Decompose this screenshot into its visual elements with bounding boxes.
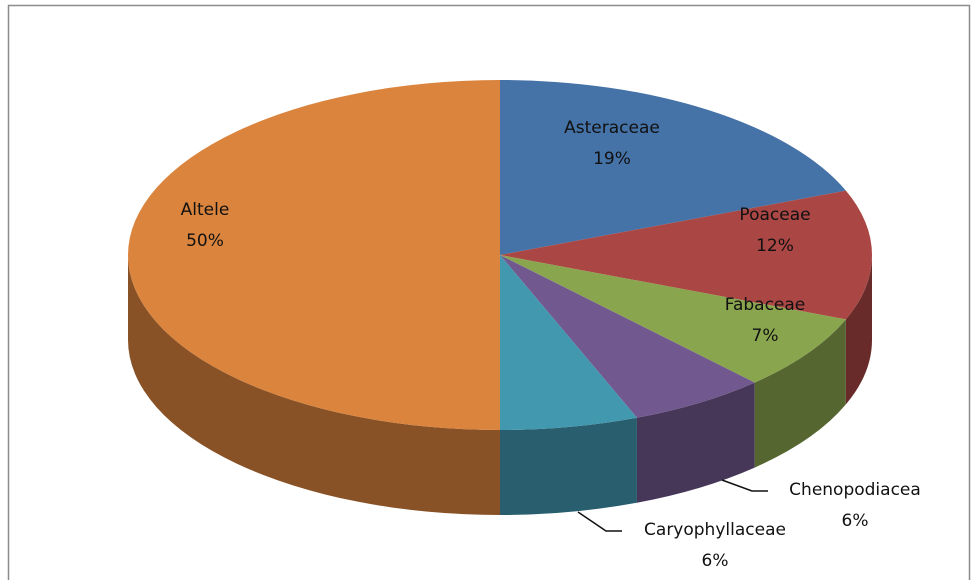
slice-label: Caryophyllaceae — [644, 520, 786, 540]
slice-value-label: 7% — [752, 326, 779, 346]
slice-side — [754, 319, 846, 468]
slice-side — [845, 255, 872, 405]
leader-line — [577, 511, 622, 532]
slice — [500, 190, 872, 320]
slice-label: Fabaceae — [725, 295, 806, 315]
slice-value-label: 19% — [593, 149, 631, 169]
slice-value-label: 6% — [702, 551, 729, 571]
slice — [500, 255, 755, 418]
slice-label: Asteraceae — [564, 118, 660, 138]
slice-label: Altele — [181, 200, 230, 220]
slice — [500, 80, 846, 255]
slice — [500, 255, 846, 383]
slice-side — [636, 382, 755, 503]
slice-side — [500, 417, 637, 515]
slice-value-label: 50% — [186, 231, 224, 251]
slice-label: Poaceae — [739, 205, 810, 225]
slice-value-label: 6% — [842, 511, 869, 531]
leader-line — [721, 479, 768, 492]
slice — [128, 80, 500, 430]
slice-side — [128, 255, 500, 515]
slice-label: Chenopodiacea — [789, 480, 921, 500]
slice-value-label: 12% — [756, 236, 794, 256]
slice — [500, 255, 637, 430]
